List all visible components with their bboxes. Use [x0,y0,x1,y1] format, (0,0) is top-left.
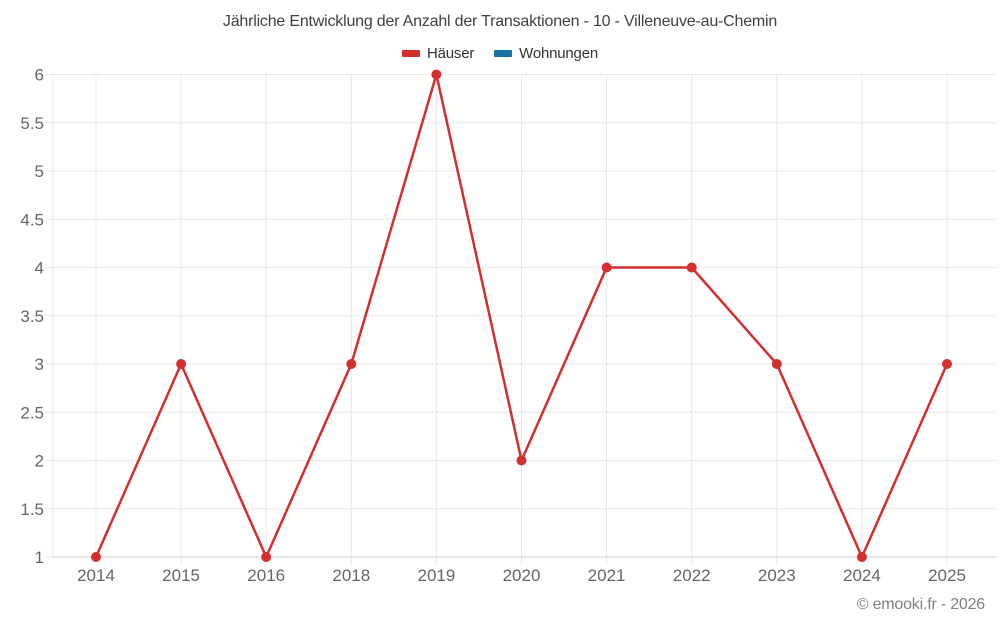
y-tick-label: 2 [35,452,44,471]
legend-item-0[interactable]: Häuser [402,45,474,62]
x-tick-label: 2014 [77,566,115,585]
y-tick-label: 6 [35,66,44,85]
data-point[interactable] [261,552,272,562]
x-tick-label: 2016 [247,566,285,585]
x-tick-label: 2021 [588,566,626,585]
data-point[interactable] [771,359,782,369]
chart-title: Jährliche Entwicklung der Anzahl der Tra… [222,13,778,30]
legend-swatch-icon [402,50,420,57]
data-point[interactable] [516,455,527,466]
legend-label: Wohnungen [519,45,598,62]
data-point[interactable] [601,262,612,273]
data-point[interactable] [431,69,442,80]
chart-legend: Häuser Wohnungen [0,45,1000,62]
y-tick-label: 5.5 [20,114,44,133]
x-tick-label: 2019 [417,566,455,585]
x-tick-label: 2023 [758,566,796,585]
y-tick-label: 3.5 [20,307,44,326]
y-tick-label: 1 [35,548,44,567]
y-tick-label: 5 [35,162,44,181]
data-point[interactable] [91,552,101,562]
y-tick-label: 1.5 [20,500,44,519]
legend-swatch-icon [494,50,513,57]
x-tick-label: 2018 [332,566,370,585]
data-point[interactable] [942,359,952,369]
data-point[interactable] [856,552,867,562]
y-tick-label: 4 [35,259,44,278]
copyright-footer: © emooki.fr - 2026 [856,596,985,613]
y-tick-label: 3 [35,355,44,374]
x-tick-label: 2022 [673,566,711,585]
legend-label: Häuser [427,45,475,62]
y-tick-label: 2.5 [20,403,44,422]
data-point[interactable] [176,359,187,369]
x-tick-label: 2024 [843,566,881,585]
data-point[interactable] [686,262,697,273]
x-tick-label: 2015 [162,566,200,585]
x-tick-label: 2025 [928,566,966,585]
x-tick-label: 2020 [503,566,541,585]
data-point[interactable] [346,359,357,369]
y-tick-label: 4.5 [20,210,44,229]
legend-item-1[interactable]: Wohnungen [494,45,598,62]
